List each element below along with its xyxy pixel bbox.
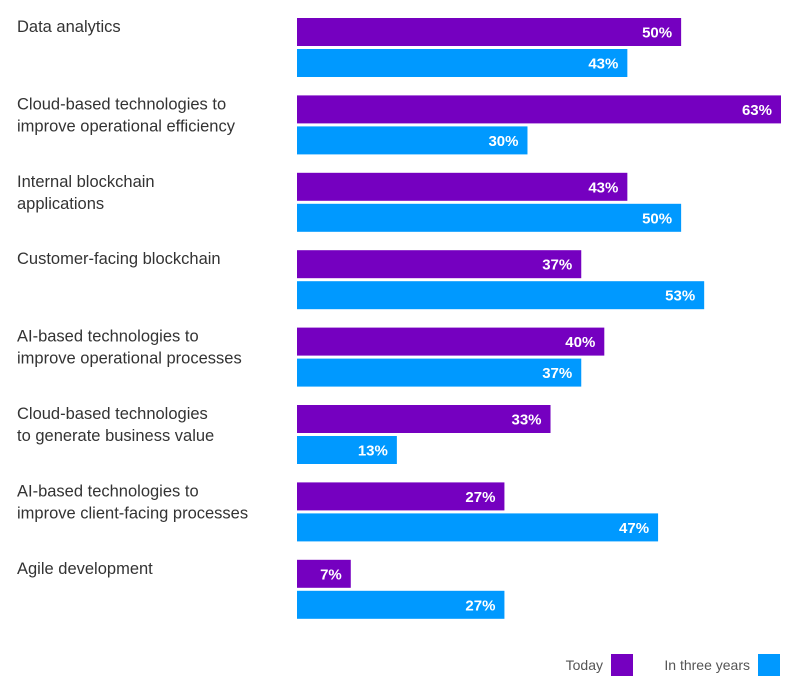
bar-value-label: 50% bbox=[642, 25, 672, 42]
bar-value-label: 37% bbox=[542, 257, 572, 274]
category-labels: Data analytics Cloud-based technologies t… bbox=[17, 18, 248, 578]
legend-swatch-today bbox=[611, 654, 633, 676]
bar-today bbox=[297, 327, 605, 356]
bar-value-label: 37% bbox=[542, 365, 572, 382]
bar-value-label: 40% bbox=[565, 334, 595, 351]
bar-today bbox=[297, 559, 351, 588]
bar-three-years bbox=[297, 203, 682, 232]
bar-value-label: 27% bbox=[465, 597, 495, 614]
bar-today bbox=[297, 482, 505, 511]
legend-swatch-three-years bbox=[758, 654, 780, 676]
bar-three-years bbox=[297, 281, 705, 310]
bar-value-labels: 50% 43% 63% 30% 43% 50% 37% 53% 40% 37% 33% 13% 27% 4… bbox=[320, 25, 772, 615]
category-label: Customer-facing blockchain bbox=[17, 250, 221, 268]
bar-today bbox=[297, 172, 628, 201]
legend-label-three-years: In three years bbox=[664, 657, 750, 673]
bars bbox=[297, 18, 781, 619]
bar-value-label: 63% bbox=[742, 102, 772, 119]
bar-today bbox=[297, 405, 551, 433]
bar-today bbox=[297, 250, 582, 279]
category-label: Cloud-based technologies to improve opera… bbox=[17, 95, 236, 135]
bar-today bbox=[297, 18, 682, 46]
category-label: Agile development bbox=[17, 560, 153, 578]
bar-value-label: 50% bbox=[642, 210, 672, 227]
bar-value-label: 53% bbox=[665, 288, 695, 305]
bar-value-label: 43% bbox=[588, 56, 618, 73]
bar-value-label: 13% bbox=[358, 443, 388, 460]
category-label: AI-based technologies to improve client-f… bbox=[17, 482, 248, 522]
bar-value-label: 30% bbox=[488, 133, 518, 150]
bar-value-label: 43% bbox=[588, 179, 618, 196]
bar-value-label: 33% bbox=[511, 412, 541, 429]
category-label: Data analytics bbox=[17, 18, 121, 36]
legend-label-today: Today bbox=[566, 657, 603, 673]
bar-three-years bbox=[297, 436, 397, 464]
category-label: AI-based technologies to improve operatio… bbox=[17, 328, 242, 368]
category-label: Cloud-based technologies to generate busi… bbox=[17, 405, 214, 445]
bar-three-years bbox=[297, 126, 528, 155]
bar-value-label: 27% bbox=[465, 489, 495, 506]
bar-three-years bbox=[297, 513, 659, 542]
bar-value-label: 7% bbox=[320, 566, 342, 583]
bar-three-years bbox=[297, 590, 505, 619]
bar-today bbox=[297, 95, 781, 124]
bar-three-years bbox=[297, 358, 582, 387]
category-label: Internal blockchain applications bbox=[17, 173, 155, 213]
legend: Today In three years bbox=[566, 654, 780, 676]
bar-value-label: 47% bbox=[619, 520, 649, 537]
bar-three-years bbox=[297, 49, 628, 77]
